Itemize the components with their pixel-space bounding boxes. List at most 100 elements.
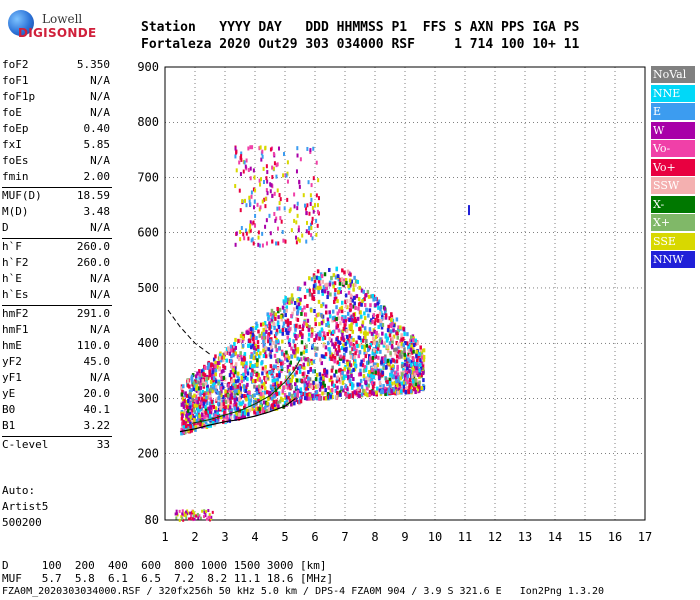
echo-point [354,282,357,287]
echo-point [328,329,331,334]
echo-point [401,336,405,341]
echo-point [312,146,315,151]
echo-point [408,385,411,390]
echo-point [353,367,357,372]
echo-point [270,345,273,350]
echo-point [316,346,319,351]
echo-point [352,337,355,342]
echo-point [266,312,269,317]
echo-point [316,331,320,336]
echo-point [396,372,400,377]
echo-point [280,351,284,356]
echo-point [386,344,389,349]
echo-point [200,407,203,412]
echo-point [285,330,289,335]
echo-point [285,352,288,357]
echo-point [275,359,278,364]
echo-point [233,389,237,394]
echo-point [310,361,314,366]
echo-point [323,355,327,360]
echo-point [234,384,237,389]
echo-point [263,197,266,202]
echo-point [248,327,252,332]
echo-point [312,296,316,301]
echo-point [293,390,296,395]
echo-point [209,410,213,415]
echo-point [328,356,332,361]
echo-point [359,372,362,377]
echo-point [223,410,226,415]
echo-point [364,332,367,337]
echo-point [246,391,250,396]
echo-point [355,348,358,353]
echo-point [391,367,395,372]
echo-point [468,205,470,216]
echo-point [283,309,286,314]
echo-point [266,170,269,175]
echo-point [217,381,220,386]
echo-point [391,339,394,344]
echo-point [230,348,233,353]
echo-point [258,377,262,382]
echo-point [214,388,218,393]
echo-point [205,414,208,419]
echo-point [245,361,248,366]
echo-point [267,396,270,401]
echo-point [404,341,407,346]
echo-point [329,314,332,319]
echo-point [186,509,189,513]
echo-point [325,373,329,378]
echo-point [286,375,290,380]
echo-point [320,327,324,332]
echo-point [242,355,246,360]
echo-point [222,364,225,369]
echo-point [405,363,409,368]
echo-point [183,511,186,515]
echo-point [365,360,369,365]
echo-point [321,288,324,293]
echo-point [321,291,324,296]
echo-point [214,409,217,414]
echo-point [394,351,397,356]
echo-point [289,297,292,302]
echo-point [293,300,297,305]
echo-point [417,355,420,360]
echo-point [299,331,303,336]
echo-point [320,314,324,319]
echo-point [293,354,297,359]
echo-point [322,354,325,359]
echo-point [222,352,225,357]
echo-point [188,384,191,389]
echo-point [273,378,277,383]
echo-point [269,189,272,194]
param-row-foep: foEp 0.40 [2,122,110,138]
echo-point [209,379,213,384]
echo-point [310,183,313,188]
echo-point [235,168,238,173]
echo-point [298,179,301,184]
echo-point [368,356,372,361]
echo-point [377,325,380,330]
echo-point [239,237,242,242]
echo-point [317,290,320,295]
echo-point [319,333,322,338]
echo-point [233,406,237,411]
echo-point [292,339,295,344]
echo-point [375,330,378,335]
echo-point [350,341,353,346]
echo-point [265,164,268,169]
echo-point [234,154,237,159]
echo-point [375,349,379,354]
echo-point [405,371,409,376]
echo-point [342,355,345,360]
echo-point [372,392,376,397]
echo-point [328,378,332,383]
echo-point [239,351,242,356]
echo-point [357,354,361,359]
echo-point [362,331,366,336]
echo-point [243,411,247,416]
echo-point [276,339,280,344]
echo-point [192,408,196,413]
echo-point [255,321,258,326]
echo-point [249,228,252,233]
